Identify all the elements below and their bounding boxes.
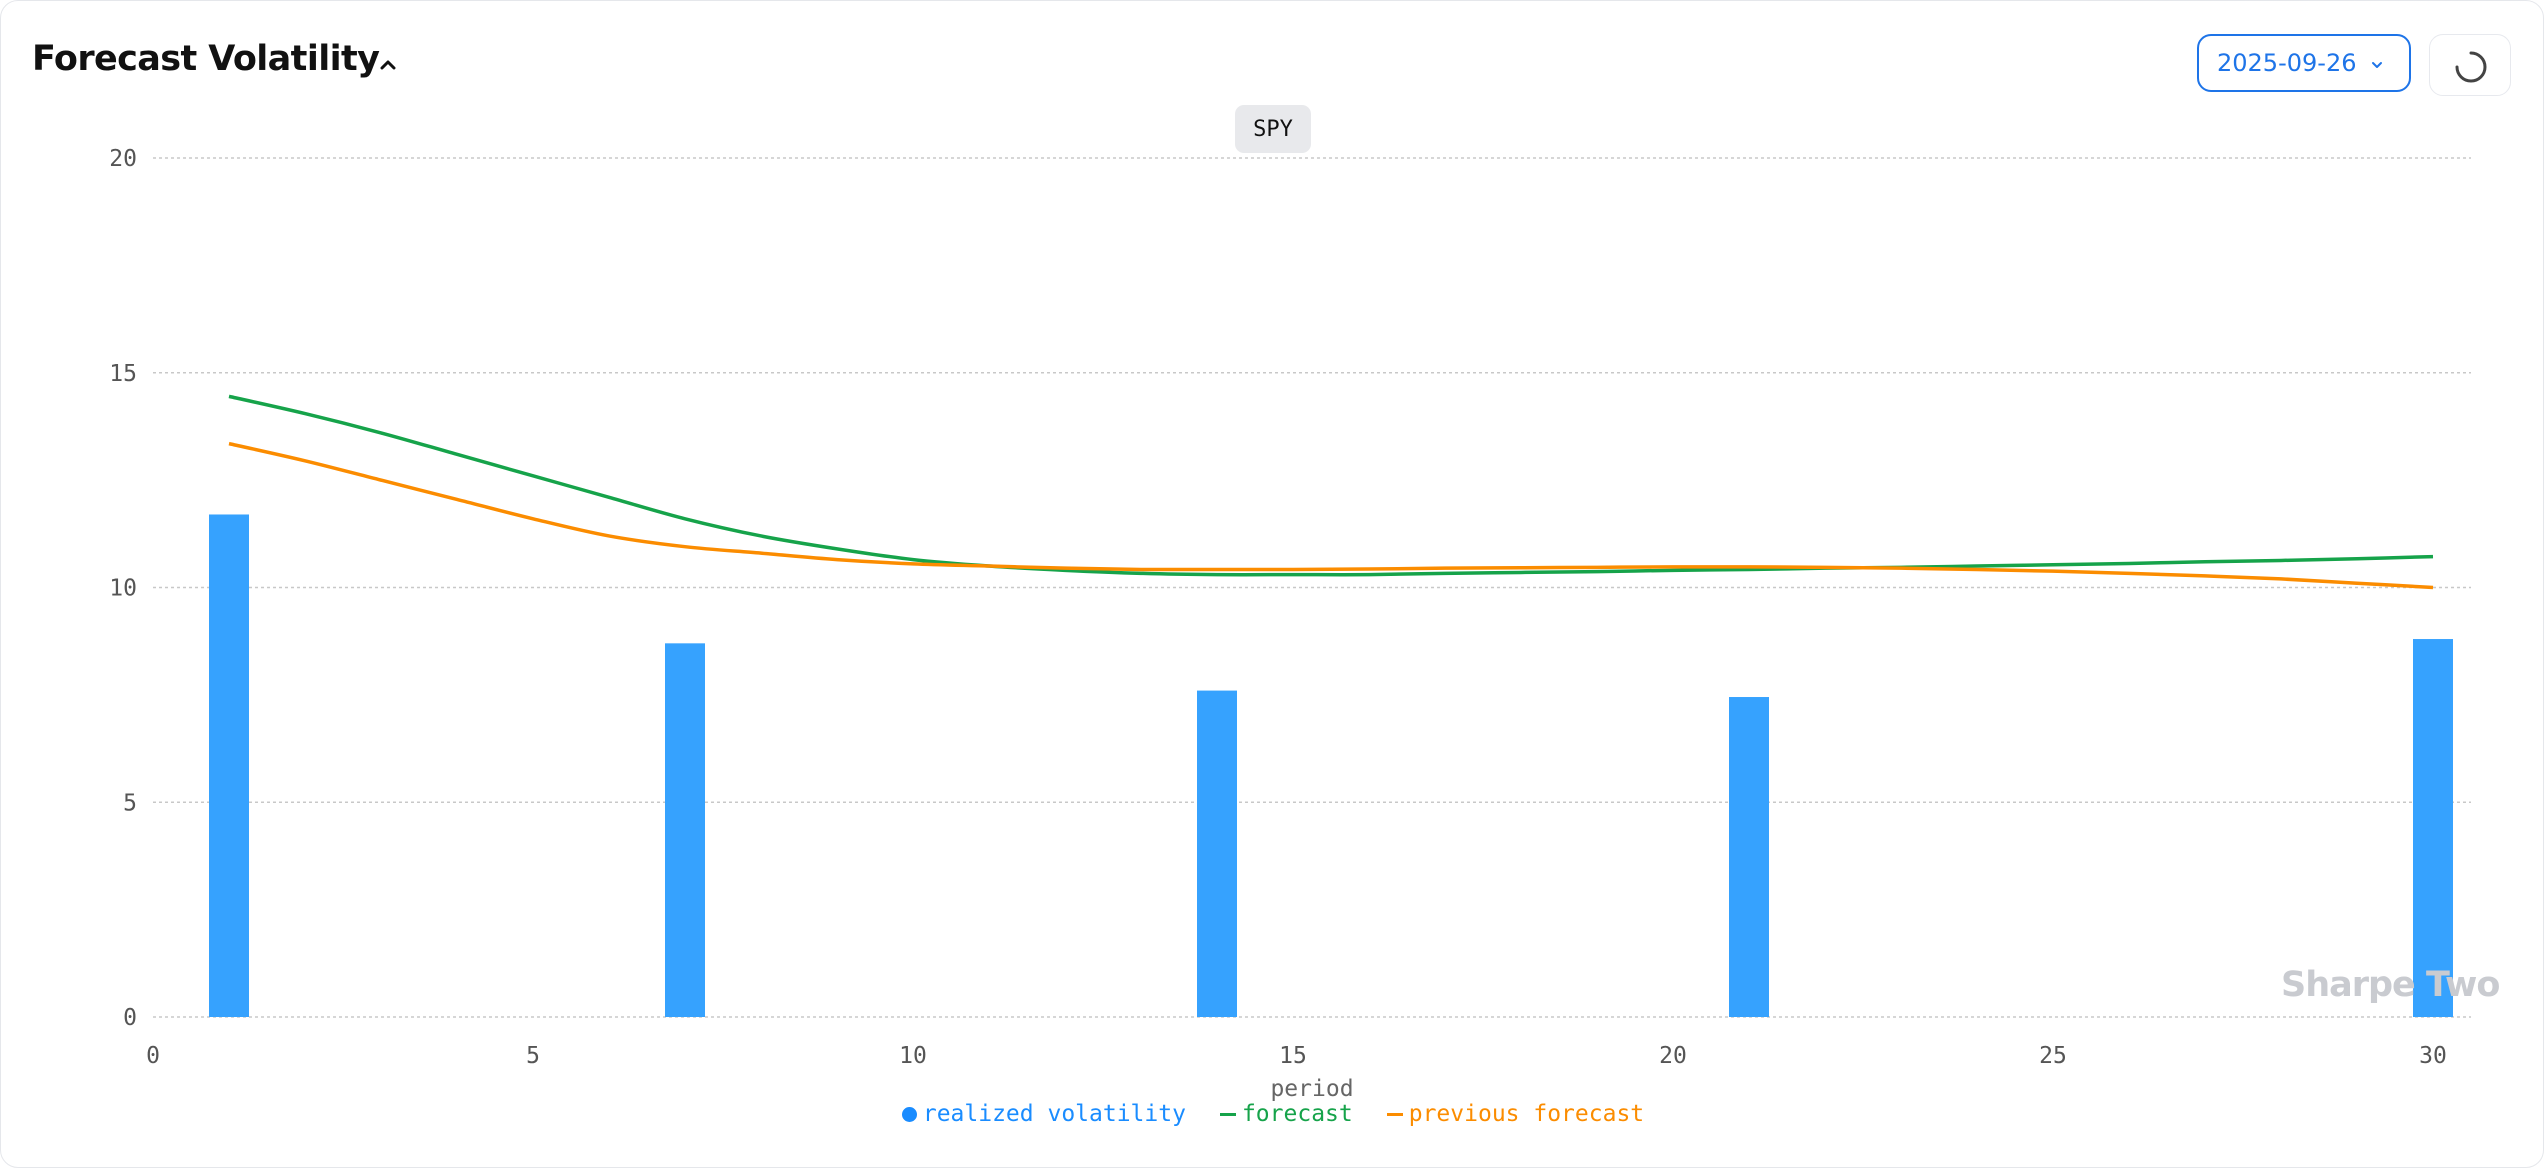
legend-label: realized volatility — [922, 1101, 1186, 1127]
y-tick-label: 5 — [123, 790, 137, 816]
legend-item-realized-volatility[interactable]: realized volatility — [901, 1101, 1186, 1127]
x-tick-label: 0 — [146, 1043, 160, 1069]
legend-item-previous-forecast[interactable]: previous forecast — [1386, 1101, 1645, 1127]
y-axis-ticks: 0 5 10 15 20 — [109, 146, 137, 1031]
y-tick-label: 15 — [109, 361, 137, 387]
date-select[interactable]: 2025-09-26 — [2197, 34, 2411, 92]
x-tick-label: 20 — [1659, 1043, 1687, 1069]
previous-forecast-line — [228, 441, 2434, 590]
realized-volatility-bars — [209, 514, 2453, 1017]
realized-volatility-bar — [209, 514, 249, 1017]
chart-legend: realized volatility forecast previous fo… — [1, 1101, 2544, 1127]
chevron-up-icon — [380, 60, 396, 70]
x-axis-label: period — [1270, 1076, 1353, 1102]
y-tick-label: 10 — [109, 576, 137, 602]
symbol-badge: SPY — [1235, 105, 1311, 153]
realized-volatility-bar — [1729, 697, 1769, 1017]
x-tick-label: 30 — [2419, 1043, 2447, 1069]
legend-item-forecast[interactable]: forecast — [1219, 1101, 1353, 1127]
legend-dot-icon — [901, 1106, 917, 1122]
legend-label: forecast — [1241, 1101, 1353, 1127]
x-tick-label: 15 — [1279, 1043, 1307, 1069]
page-title: Forecast Volatility — [32, 39, 380, 79]
legend-line-icon — [1386, 1112, 1403, 1116]
legend-label: previous forecast — [1408, 1101, 1645, 1127]
date-select-value: 2025-09-26 — [2217, 49, 2357, 77]
x-axis-ticks: 0 5 10 15 20 25 30 — [146, 1043, 2447, 1069]
realized-volatility-bar — [1197, 690, 1237, 1017]
x-tick-label: 25 — [2039, 1043, 2067, 1069]
refresh-button[interactable] — [2429, 34, 2511, 96]
loading-spinner-icon — [2455, 51, 2487, 83]
x-tick-label: 5 — [526, 1043, 540, 1069]
realized-volatility-bar — [665, 643, 705, 1017]
x-tick-label: 10 — [899, 1043, 927, 1069]
y-tick-label: 0 — [123, 1005, 137, 1031]
watermark-logo: Sharpe Two — [2281, 965, 2500, 1005]
realized-volatility-bar — [2413, 639, 2453, 1017]
grid-lines — [153, 157, 2471, 1018]
legend-line-icon — [1219, 1112, 1236, 1116]
collapse-button[interactable] — [371, 47, 405, 81]
y-tick-label: 20 — [109, 146, 137, 172]
chevron-down-icon — [2372, 62, 2382, 68]
forecast-lines — [228, 394, 2434, 590]
forecast-line — [228, 394, 2434, 577]
